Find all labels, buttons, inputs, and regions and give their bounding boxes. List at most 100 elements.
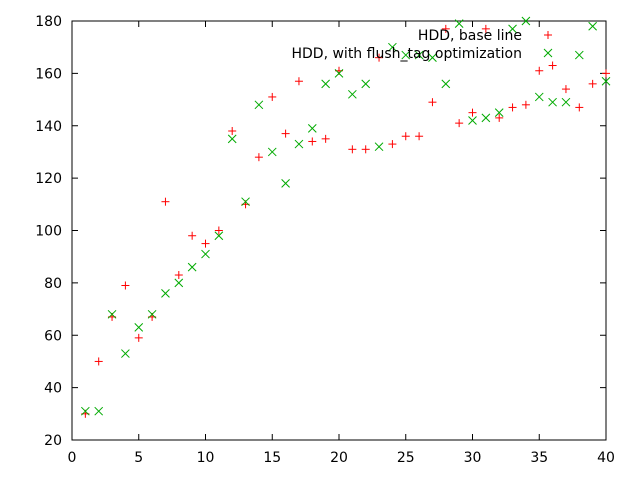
legend-entry-base-line: HDD, base line — [418, 28, 552, 44]
series-flush-tag — [80, 16, 611, 416]
data-point — [388, 42, 397, 52]
legend: HDD, base line HDD, with flush_tag optim… — [291, 28, 553, 62]
data-point — [227, 134, 237, 144]
data-point — [94, 406, 104, 416]
data-point — [415, 132, 424, 141]
data-point — [241, 197, 250, 207]
data-point — [388, 140, 397, 149]
data-point — [281, 179, 290, 188]
data-point — [561, 85, 570, 94]
y-tick-label: 40 — [44, 381, 62, 397]
data-point — [161, 197, 170, 206]
x-tick-label: 35 — [530, 450, 548, 466]
data-point — [107, 309, 117, 319]
data-point — [401, 50, 411, 60]
y-tick-label: 140 — [35, 119, 62, 135]
data-point — [308, 137, 317, 146]
y-tick-label: 160 — [35, 66, 62, 82]
x-axis: 0 5 10 15 20 25 30 35 40 — [68, 21, 615, 466]
x-tick-label: 0 — [68, 450, 77, 466]
data-point — [228, 126, 237, 135]
data-point — [214, 231, 224, 241]
y-tick-label: 20 — [44, 433, 62, 449]
data-point — [601, 76, 611, 86]
x-tick-label: 5 — [134, 450, 143, 466]
data-point — [495, 113, 504, 122]
y-tick-label: 180 — [35, 14, 62, 30]
data-point — [575, 103, 584, 112]
data-point — [561, 97, 571, 107]
x-tick-label: 25 — [397, 450, 415, 466]
series-base-line — [81, 24, 610, 418]
data-point — [468, 116, 477, 125]
legend-marker — [543, 48, 553, 58]
y-tick-label: 80 — [44, 276, 62, 292]
data-point — [375, 53, 384, 62]
data-point — [147, 309, 157, 319]
legend-entry-flush-tag: HDD, with flush_tag optimization — [291, 46, 553, 62]
data-point — [174, 271, 183, 280]
y-tick-label: 120 — [35, 171, 62, 187]
y-tick-label: 100 — [35, 224, 62, 240]
plot-border — [71, 20, 607, 441]
data-point — [321, 79, 331, 89]
data-point — [481, 113, 491, 123]
data-point — [307, 124, 317, 133]
data-point — [347, 89, 357, 99]
data-point — [374, 142, 384, 152]
data-point — [508, 103, 517, 112]
data-point — [268, 92, 277, 101]
x-tick-label: 30 — [464, 450, 482, 466]
legend-label-base-line: HDD, base line — [418, 28, 522, 44]
data-point — [548, 61, 557, 70]
data-point — [414, 50, 424, 60]
data-point — [80, 406, 90, 416]
data-point — [254, 100, 264, 110]
data-point — [521, 100, 530, 109]
data-point — [441, 79, 451, 89]
x-tick-label: 40 — [597, 450, 615, 466]
data-point — [494, 108, 504, 118]
data-series — [80, 16, 611, 418]
data-point — [548, 97, 557, 107]
data-point — [254, 153, 263, 162]
data-point — [534, 92, 544, 102]
x-tick-label: 20 — [330, 450, 348, 466]
data-point — [361, 145, 370, 154]
data-point — [187, 262, 197, 272]
x-tick-label: 15 — [263, 450, 281, 466]
data-point — [361, 79, 371, 89]
data-point — [588, 21, 598, 31]
data-point — [188, 231, 197, 240]
data-point — [294, 139, 304, 149]
data-point — [121, 349, 130, 358]
data-point — [441, 24, 450, 33]
plot-frame — [71, 20, 607, 441]
data-point — [267, 147, 277, 157]
data-point — [468, 108, 477, 117]
data-point — [214, 226, 223, 235]
data-point — [281, 129, 290, 138]
data-point — [134, 323, 144, 332]
data-point — [508, 24, 517, 34]
data-point — [401, 132, 410, 141]
data-point — [94, 357, 103, 366]
data-point — [294, 77, 303, 86]
legend-marker — [544, 31, 552, 39]
data-point — [428, 53, 437, 63]
data-point — [348, 145, 357, 154]
data-point — [334, 69, 344, 78]
data-point — [161, 288, 170, 298]
data-point — [481, 24, 490, 33]
y-axis: 20 40 60 80 100 120 140 160 180 — [35, 14, 606, 449]
data-point — [454, 19, 464, 28]
y-tick-label: 60 — [44, 328, 62, 344]
data-point — [201, 249, 210, 259]
data-point — [455, 119, 464, 128]
data-point — [121, 281, 130, 290]
data-point — [174, 278, 184, 288]
legend-label-flush-tag: HDD, with flush_tag optimization — [291, 46, 522, 62]
data-point — [574, 50, 584, 60]
data-point — [201, 239, 210, 248]
